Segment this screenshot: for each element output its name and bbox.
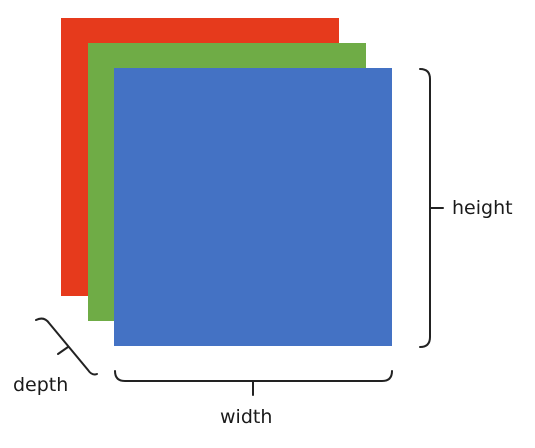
depth-label: depth (13, 374, 69, 396)
height-label: height (452, 197, 513, 219)
depth-bracket (35, 317, 98, 376)
width-label: width (220, 406, 273, 428)
height-bracket (419, 68, 444, 348)
blue-channel-layer (114, 68, 392, 346)
width-bracket (114, 370, 393, 396)
